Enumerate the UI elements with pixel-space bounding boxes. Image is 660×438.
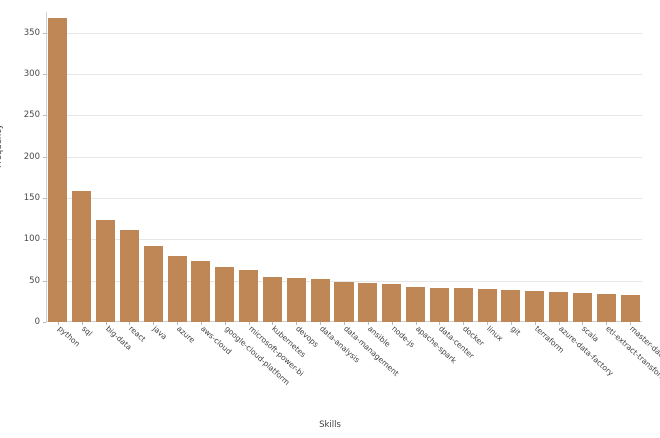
y-tick-label: 300: [23, 69, 40, 79]
bar: [72, 190, 92, 322]
y-axis-title: Frequency: [0, 124, 4, 168]
bar: [310, 279, 330, 322]
bar: [525, 291, 545, 322]
x-tick-mark: [510, 322, 512, 325]
x-tick-mark: [606, 322, 608, 325]
bar: [262, 276, 282, 322]
y-tick-label: 350: [23, 27, 40, 38]
y-tick-label: 150: [23, 193, 40, 203]
x-tick-mark: [487, 322, 489, 325]
x-tick-mark: [344, 322, 345, 325]
bar: [334, 282, 354, 322]
x-tick-mark: [153, 322, 155, 325]
x-tick-mark: [105, 322, 107, 325]
x-tick-mark: [630, 322, 632, 325]
x-tick-mark: [391, 322, 393, 325]
gridline: [46, 280, 642, 282]
gridline: [46, 156, 642, 158]
y-tick-mark: [43, 322, 46, 323]
x-tick-mark: [439, 322, 441, 325]
bar-series: [46, 12, 642, 322]
x-tick-mark: [272, 322, 274, 325]
y-tick-label: 50: [29, 275, 40, 286]
gridline: [46, 32, 642, 34]
y-tick-label: 200: [23, 151, 40, 162]
y-tick-label: 0: [34, 317, 40, 327]
bar: [477, 288, 497, 322]
bar: [620, 294, 640, 322]
x-tick-label: java: [151, 324, 170, 342]
gridline: [46, 74, 642, 75]
bar: [382, 283, 402, 322]
bar: [429, 288, 449, 322]
x-tick-mark: [415, 322, 417, 325]
bar: [215, 266, 235, 322]
bar: [143, 245, 163, 322]
x-tick-label: sql: [79, 324, 94, 338]
x-tick-mark: [248, 322, 250, 325]
y-axis-line: [46, 12, 47, 322]
x-tick-mark: [57, 322, 59, 325]
bar: [501, 289, 521, 322]
x-axis-title: Skills: [319, 420, 341, 430]
bar: [405, 287, 426, 322]
x-tick-label: node-js: [389, 324, 417, 350]
x-tick-label: scala: [580, 324, 601, 344]
x-tick-label: git: [508, 324, 523, 338]
x-tick-label: azure: [175, 324, 197, 345]
bar: [549, 292, 569, 322]
bar: [453, 288, 473, 322]
x-tick-mark: [129, 322, 131, 325]
bar: [239, 269, 259, 322]
x-axis-ticks: python sql big-data react java azure aws-cloud…: [46, 322, 660, 424]
x-tick-mark: [463, 322, 465, 325]
y-tick-label: 250: [23, 110, 40, 121]
x-tick-mark: [320, 322, 322, 325]
bar: [48, 17, 68, 322]
x-tick-mark: [296, 322, 298, 325]
gridline: [46, 115, 642, 117]
x-tick-mark: [367, 322, 369, 325]
y-tick-label: 100: [23, 234, 40, 245]
bar: [96, 219, 116, 322]
x-tick-mark: [558, 322, 560, 325]
x-tick-mark: [200, 322, 202, 325]
gridlines: [46, 12, 642, 322]
x-tick-mark: [582, 322, 584, 325]
x-tick-mark: [534, 322, 536, 325]
plot-area: [46, 12, 642, 322]
bar: [191, 260, 211, 322]
bar: [286, 278, 306, 322]
bar: [358, 283, 378, 322]
x-tick-label: linux: [485, 324, 505, 343]
x-tick-mark: [224, 322, 226, 325]
bar: [167, 255, 187, 322]
bar: [572, 293, 592, 322]
bar: [596, 293, 616, 322]
gridline: [46, 198, 642, 199]
bar: [119, 230, 139, 322]
x-tick-label: python: [55, 324, 82, 349]
x-tick-mark: [81, 322, 83, 325]
x-tick-label: react: [127, 324, 148, 344]
gridline: [46, 239, 642, 241]
x-tick-mark: [177, 322, 179, 325]
